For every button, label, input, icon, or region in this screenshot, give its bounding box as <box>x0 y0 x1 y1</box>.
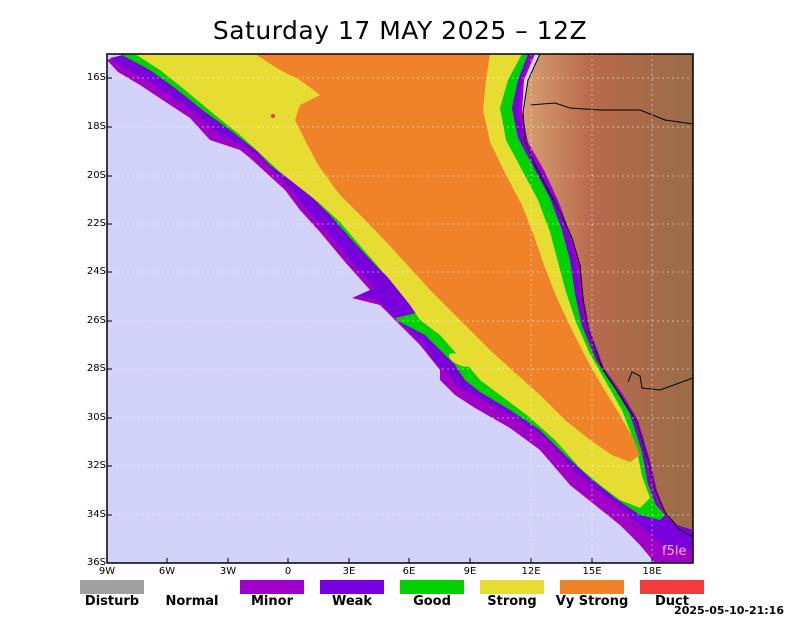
legend-swatch-good <box>400 580 464 594</box>
lon-label: 6W <box>158 566 176 577</box>
lat-label: 26S <box>86 315 106 326</box>
lat-label: 16S <box>86 72 106 83</box>
legend-label-minor: Minor <box>251 594 293 609</box>
legend-label-very-strong: Vy Strong <box>555 594 629 609</box>
legend-label-weak: Weak <box>331 594 373 609</box>
border-line <box>627 371 693 391</box>
duct-spot <box>271 114 275 118</box>
legend-label-disturb: Disturb <box>84 594 140 609</box>
legend-swatch-normal <box>160 580 224 594</box>
legend-swatch-very-strong <box>560 580 624 594</box>
legend-label-normal: Normal <box>165 594 219 609</box>
lat-label: 24S <box>86 266 106 277</box>
map-title: Saturday 17 MAY 2025 – 12Z <box>212 16 588 45</box>
coastline <box>522 54 693 538</box>
legend-swatch-minor <box>240 580 304 594</box>
timestamp: 2025-05-10-21:16 <box>674 604 784 617</box>
lon-label: 3E <box>342 566 356 577</box>
axis-ticks <box>107 77 653 563</box>
lat-label: 18S <box>86 121 106 132</box>
legend-label-duct: Duct <box>655 594 689 609</box>
strong-band <box>135 54 650 508</box>
lon-label: 15E <box>582 566 602 577</box>
lat-label: 22S <box>86 218 106 229</box>
lon-label: 9E <box>463 566 477 577</box>
lat-label: 20S <box>86 170 106 181</box>
strong-patch <box>448 353 472 367</box>
land-area <box>523 54 693 537</box>
lat-label: 30S <box>86 412 106 423</box>
lat-label: 34S <box>86 509 106 520</box>
very-strong-band <box>255 54 640 462</box>
lon-label: 12E <box>521 566 541 577</box>
legend-swatch-weak <box>320 580 384 594</box>
border-line <box>529 102 693 125</box>
legend-swatch-disturb <box>80 580 144 594</box>
lat-label: 32S <box>86 460 106 471</box>
lon-label: 18E <box>642 566 662 577</box>
watermark-text: f5le <box>662 544 687 559</box>
lat-label: 28S <box>86 363 106 374</box>
lon-label: 9W <box>98 566 116 577</box>
lat-label: 36S <box>86 557 106 568</box>
legend-label-strong: Strong <box>487 594 537 609</box>
map-frame <box>106 53 694 564</box>
lon-label: 6E <box>402 566 416 577</box>
lon-label: 3W <box>219 566 237 577</box>
legend-label-good: Good <box>413 594 451 609</box>
legend-swatch-duct <box>640 580 704 594</box>
lon-label: 0 <box>284 566 292 577</box>
legend-swatch-strong <box>480 580 544 594</box>
